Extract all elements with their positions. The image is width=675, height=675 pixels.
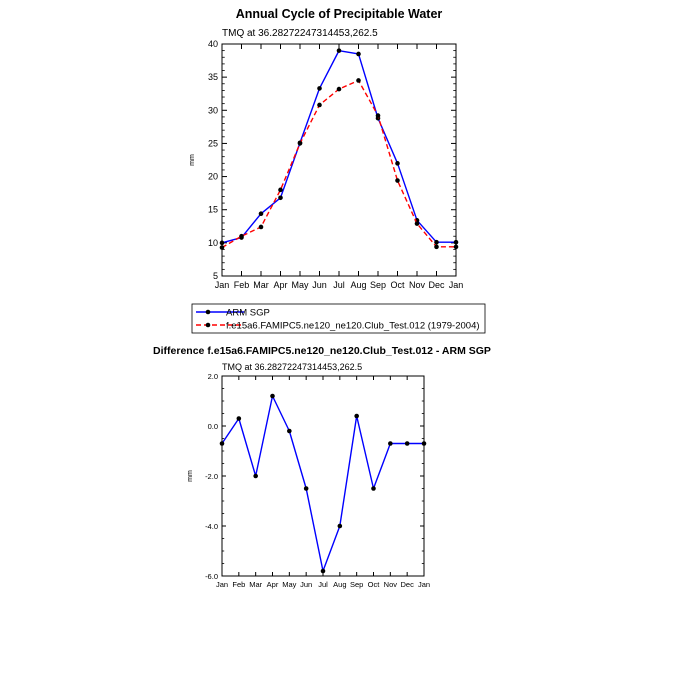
chart1-xtick-label: Jun xyxy=(312,280,327,290)
chart2-series-0-point xyxy=(371,486,376,491)
chart1-series-1-point xyxy=(375,113,381,118)
chart1-series-1-point xyxy=(297,141,303,146)
chart2-xtick-label: Aug xyxy=(333,580,346,589)
chart1-series-1-point xyxy=(395,178,400,183)
chart1-ytick-label: 40 xyxy=(208,39,218,49)
legend-label-model: f.e15a6.FAMIPC5.ne120_ne120.Club_Test.01… xyxy=(226,321,480,332)
chart2-series-0-point xyxy=(236,416,242,421)
chart1-xtick-label: Dec xyxy=(428,280,445,290)
chart1-series-1-point xyxy=(414,221,420,226)
chart2-series-0-point xyxy=(287,428,292,434)
chart1-series-1-point xyxy=(434,244,439,250)
chart1-series-0-line xyxy=(221,49,456,244)
chart2-title: Difference f.e15a6.FAMIPC5.ne120_ne120.C… xyxy=(153,345,491,357)
chart2-ytick-label: -2.0 xyxy=(205,472,218,481)
chart1-series-0-point xyxy=(453,239,459,245)
chart1-xtick-label: Aug xyxy=(350,280,366,290)
chart2-xtick-label: May xyxy=(282,580,296,589)
chart2-xtick-label: Sep xyxy=(350,580,363,589)
chart1-subtitle: TMQ at 36.28272247314453,262.5 xyxy=(222,28,378,39)
chart1-series-1-point xyxy=(278,187,283,193)
chart2-series-0-point xyxy=(219,441,225,446)
chart1-xtick-label: Jul xyxy=(333,280,345,290)
chart2-xtick-label: Jan xyxy=(216,580,228,589)
chart1-series-1-point xyxy=(453,244,459,250)
chart2-series-0-point xyxy=(404,441,410,446)
chart1-ytick-label: 35 xyxy=(208,72,218,82)
chart1-frame xyxy=(221,43,457,277)
legend-marker-model xyxy=(205,322,211,328)
legend-marker-arm xyxy=(205,309,211,315)
chart2-xtick-label: Jun xyxy=(300,580,312,589)
chart2-series-0-point xyxy=(421,441,427,446)
chart2-xtick-label: Nov xyxy=(384,580,398,589)
chart1-ytick-label: 25 xyxy=(208,138,218,148)
chart2-ytick-label: -6.0 xyxy=(205,572,218,581)
chart2-frame xyxy=(221,375,425,577)
chart2-xtick-label: Dec xyxy=(400,580,414,589)
chart1-series-1-point xyxy=(219,245,225,250)
chart1-title: Annual Cycle of Precipitable Water xyxy=(236,7,443,21)
chart2-ylabel: mm xyxy=(187,470,194,482)
chart1-series-1-point xyxy=(336,86,342,92)
chart1-series-0-point xyxy=(336,48,342,53)
chart1-legend: ARM SGP f.e15a6.FAMIPC5.ne120_ne120.Club… xyxy=(191,303,486,334)
chart2-series-0-point xyxy=(303,486,309,491)
chart1-ylabel: mm xyxy=(189,154,196,166)
chart1-ytick-label: 20 xyxy=(208,172,218,182)
chart1-ytick-label: 30 xyxy=(208,105,218,115)
chart1-series-1-point xyxy=(258,224,264,230)
chart1-xtick-label: Jan xyxy=(449,280,464,290)
legend-box xyxy=(191,303,486,334)
chart2-series-0-point xyxy=(270,393,275,399)
chart2-series-0-point xyxy=(388,441,393,446)
chart1-xtick-label: Mar xyxy=(253,280,269,290)
chart1-ytick-label: 15 xyxy=(208,205,218,215)
chart1-xtick-label: Sep xyxy=(370,280,386,290)
chart1-series-0-point xyxy=(395,161,400,166)
chart1-series-0-point xyxy=(278,195,283,201)
chart2-xtick-label: Apr xyxy=(267,580,279,589)
chart2-xtick-label: Oct xyxy=(368,580,381,589)
chart1-series-1-line xyxy=(221,79,456,249)
chart2-series-0-point xyxy=(320,568,326,574)
chart1-series-1-point xyxy=(356,78,361,83)
legend-label-arm: ARM SGP xyxy=(226,308,270,319)
chart2-ytick-label: 2.0 xyxy=(208,372,218,381)
chart2-ytick-label: 0.0 xyxy=(208,422,218,431)
chart2-xtick-label: Jan xyxy=(418,580,430,589)
chart2-series-0-point xyxy=(253,473,258,479)
chart1-series-0-point xyxy=(356,51,361,57)
chart2-ytick-label: -4.0 xyxy=(205,522,218,531)
chart1-xtick-label: Apr xyxy=(273,280,287,290)
chart1-series-1-point xyxy=(317,102,322,108)
chart1-xtick-label: May xyxy=(291,280,309,290)
chart1-ytick-label: 5 xyxy=(213,271,218,281)
chart2-xtick-label: Feb xyxy=(232,580,245,589)
chart1-series-0-point xyxy=(219,240,225,246)
chart2-series-0-point xyxy=(354,413,359,419)
chart1-series-0-point xyxy=(317,86,322,91)
chart2-series-0-line xyxy=(221,395,424,572)
chart1-xtick-label: Oct xyxy=(390,280,405,290)
chart1-xtick-label: Nov xyxy=(409,280,426,290)
chart1-plot: 5 10 15 20 25 30 35 40 Jan Feb Mar Apr May Jun Jul Aug S… xyxy=(208,39,463,290)
chart1-series-1-point xyxy=(239,233,244,239)
chart2-series-0-point xyxy=(337,523,343,529)
chart2-xtick-label: Jul xyxy=(318,580,328,589)
chart1-series-0-point xyxy=(434,239,439,245)
chart2-plot: -6.0 -4.0 -2.0 0.0 2.0 Jan Feb Mar Apr May Jun Jul A… xyxy=(205,372,430,589)
chart1-series-0-point xyxy=(258,211,264,216)
chart2-subtitle: TMQ at 36.28272247314453,262.5 xyxy=(222,362,362,372)
chart1-ytick-label: 10 xyxy=(208,238,218,248)
chart1-xtick-label: Jan xyxy=(215,280,230,290)
chart1-xtick-label: Feb xyxy=(234,280,250,290)
chart2-xtick-label: Mar xyxy=(249,580,262,589)
